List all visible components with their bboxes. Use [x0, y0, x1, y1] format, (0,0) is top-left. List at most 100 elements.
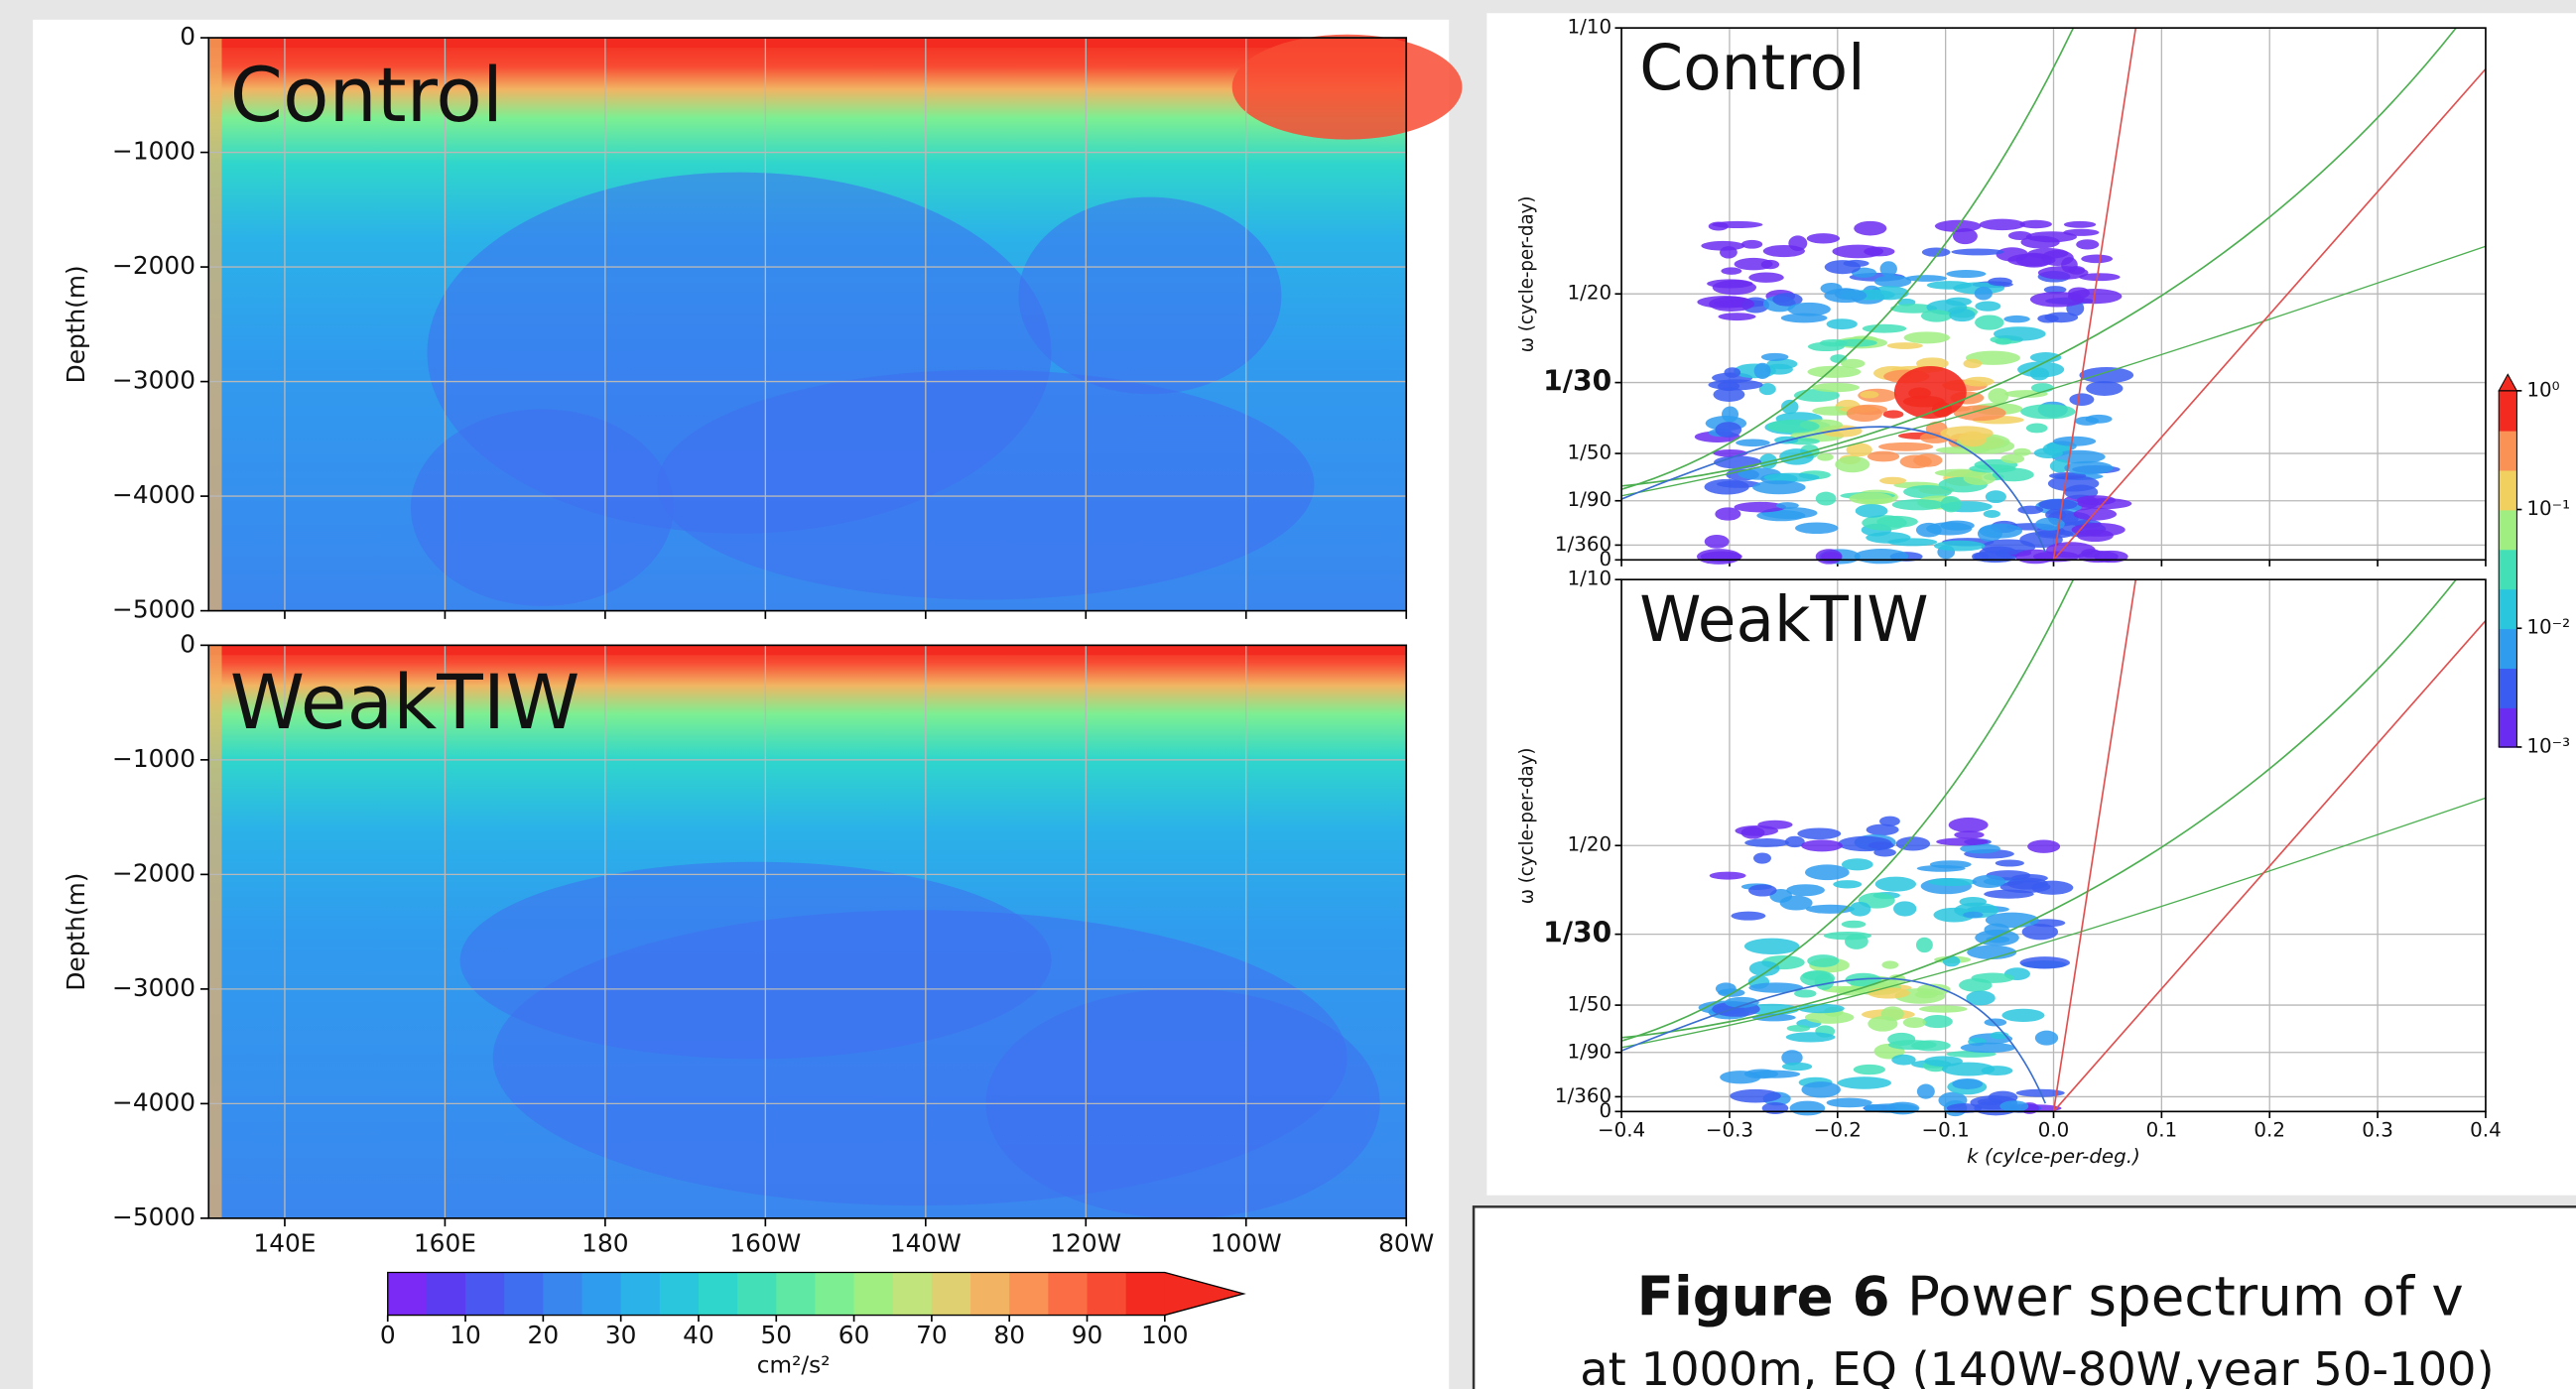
x-tick-label: 160W — [729, 1228, 801, 1257]
spectral-blob — [2025, 231, 2078, 243]
spectral-blob — [2043, 286, 2067, 294]
colorbar-segment — [1125, 1272, 1166, 1316]
spectral-blob — [2006, 877, 2048, 890]
spectral-blob — [1849, 901, 1871, 917]
field-patch — [459, 861, 1052, 1060]
spectral-blob — [2038, 498, 2078, 511]
spectral-blob — [2000, 453, 2025, 464]
spectral-blob — [1920, 310, 1953, 322]
colorbar-segment — [853, 1272, 894, 1316]
spectral-blob — [2034, 1030, 2059, 1046]
y-axis-label: Depth(m) — [62, 873, 90, 991]
x-tick-label: 120W — [1050, 1228, 1121, 1257]
spectral-blob — [2081, 254, 2114, 264]
spectral-blob — [1763, 472, 1820, 482]
spectral-blob — [1724, 367, 1741, 378]
spectral-blob — [1712, 220, 1763, 228]
spectral-blob — [2017, 505, 2044, 515]
spectral-blob — [2027, 839, 2061, 853]
spectral-blob — [1926, 281, 1973, 290]
spectral-blob — [1959, 978, 1993, 992]
x-tick-label: 80W — [1378, 1228, 1434, 1257]
y-axis-label: ω (cycle-per-day) — [1517, 747, 1538, 904]
spectral-blob — [2074, 416, 2100, 426]
colorbar-tick-label: 10⁰ — [2526, 378, 2559, 401]
spectral-blob — [1860, 391, 1879, 399]
colorbar-segment — [2499, 430, 2517, 471]
spectral-blob — [1814, 973, 1835, 990]
caption-line1: Figure 6 Power spectrum of v — [1637, 1265, 2464, 1328]
y-tick-label: 1/360 — [1555, 1084, 1611, 1107]
colorbar-segment — [931, 1272, 971, 1316]
colorbar-tick-label: 90 — [1072, 1321, 1103, 1349]
spectral-blob — [1936, 837, 1989, 846]
spectral-blob — [1975, 301, 2001, 312]
spectral-blob — [2012, 447, 2031, 456]
x-tick-label: −0.1 — [1922, 1119, 1970, 1142]
spectral-blob — [1837, 1076, 1891, 1089]
spectral-blob — [1786, 1024, 1811, 1032]
colorbar-segment — [2499, 668, 2517, 708]
spectral-blob — [2019, 219, 2052, 229]
y-axis-label: ω (cycle-per-day) — [1517, 195, 1538, 352]
plot-frame — [207, 37, 1408, 612]
y-tick-label: 1/20 — [1568, 833, 1612, 856]
colorbar-segment — [815, 1272, 855, 1316]
x-axis-label: k (cylce-per-deg.) — [1967, 1145, 2140, 1168]
spectral-blob — [1715, 422, 1742, 439]
spectral-blob — [1704, 534, 1730, 549]
spectral-blob — [2037, 314, 2059, 323]
spectral-blob — [1801, 839, 1843, 852]
spectral-blob — [1811, 382, 1860, 393]
spectral-blob — [1891, 499, 1945, 511]
spectral-blob — [1981, 539, 2036, 556]
spectral-blob — [1722, 406, 1739, 423]
spectral-blob — [1801, 1081, 1841, 1098]
spectral-blob — [1819, 338, 1848, 347]
spectral-blob — [1775, 502, 1799, 510]
spectral-blob — [1928, 878, 1978, 887]
spectral-blob — [2064, 460, 2114, 475]
spectral-blob — [2069, 393, 2095, 406]
spectral-blob — [1709, 871, 1746, 880]
spectral-blob — [1845, 933, 1868, 949]
spectral-blob — [2035, 517, 2065, 531]
spectral-blob — [2041, 250, 2074, 266]
spectral-blob — [1865, 1103, 1918, 1113]
spectral-blob — [1879, 816, 1900, 826]
spectral-blob — [1960, 1042, 2016, 1054]
spectral-blob — [2001, 1008, 2045, 1023]
spectral-blob — [1877, 442, 1934, 451]
spectral-blob — [1824, 260, 1862, 275]
spectral-blob — [1743, 938, 1800, 954]
spectral-blob — [1725, 996, 1759, 1008]
spectral-blob — [1820, 282, 1843, 295]
spectral-blob — [1753, 852, 1771, 864]
spectral-blob — [1753, 362, 1771, 380]
spectral-blob — [1882, 410, 1904, 419]
x-tick-label: 0.1 — [2146, 1119, 2178, 1142]
spectral-blob — [1951, 248, 2004, 256]
spectral-blob — [1786, 884, 1825, 897]
spectral-blob — [1972, 552, 1989, 562]
plot-frame — [1620, 27, 2487, 562]
spectral-blob — [1849, 492, 1893, 505]
spectral-blob — [2068, 266, 2086, 275]
panel-label: Control — [1639, 32, 1865, 104]
spectral-blob — [1734, 257, 1773, 271]
spectral-blob — [1880, 1006, 1904, 1022]
spectral-blob — [1758, 383, 1776, 396]
spectral-blob — [1701, 240, 1745, 251]
spectral-blob — [1751, 1013, 1796, 1022]
spectral-blob — [1740, 239, 1763, 249]
spectral-blob — [2079, 273, 2121, 282]
spectral-blob — [1748, 982, 1804, 993]
spectral-blob — [1748, 272, 1784, 283]
caption-title: Figure 6 — [1637, 1265, 1890, 1328]
spectral-blob — [1893, 901, 1917, 917]
spectral-blob — [1940, 426, 1994, 441]
colorbar-label: cm²/s² — [757, 1351, 831, 1378]
spectral-blob — [1966, 990, 1996, 1006]
caption-text: Power spectrum of v — [1907, 1265, 2464, 1328]
